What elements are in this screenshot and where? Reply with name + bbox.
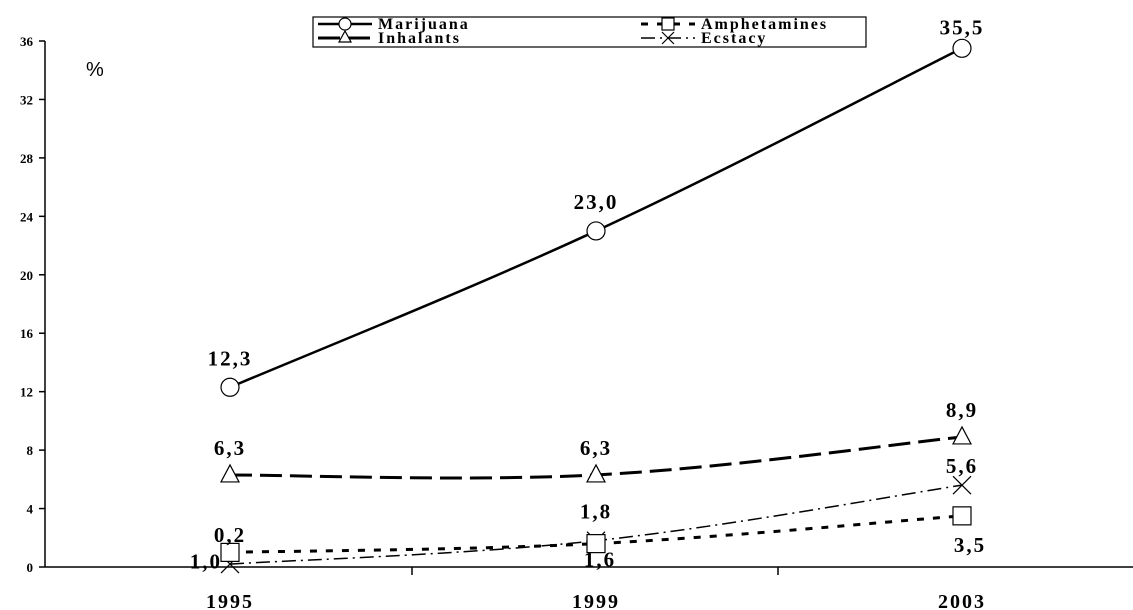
legend-label: Ecstacy bbox=[701, 30, 767, 47]
data-label: 23,0 bbox=[574, 190, 619, 214]
y-tick-label: 36 bbox=[20, 34, 34, 49]
data-labels: 12,3 23,0 35,5 1,0 1,6 3,5 6,3 6,3 8,9 0,2 1,8 5,6 bbox=[190, 15, 986, 573]
marker-square bbox=[586, 534, 606, 554]
y-axis-label: % bbox=[86, 59, 104, 81]
data-label: 1,0 bbox=[190, 549, 222, 573]
data-label: 6,3 bbox=[580, 436, 612, 460]
data-label: 5,6 bbox=[946, 454, 978, 478]
legend-label: Amphetamines bbox=[701, 16, 828, 33]
series-marijuana bbox=[220, 38, 972, 397]
marker-triangle bbox=[337, 29, 353, 43]
series-line bbox=[229, 514, 963, 554]
legend: Marijuana Amphetamines Inhalants Ecstacy bbox=[312, 16, 867, 48]
legend-item-marijuana: Marijuana bbox=[318, 16, 470, 33]
data-label: 3,5 bbox=[954, 533, 986, 557]
y-tick-label: 20 bbox=[20, 268, 33, 283]
y-tick-label: 16 bbox=[20, 326, 34, 341]
marker-circle bbox=[586, 221, 606, 241]
marker-triangle bbox=[220, 463, 240, 483]
data-label: 1,6 bbox=[584, 548, 616, 572]
x-tick-label: 1999 bbox=[572, 591, 620, 610]
legend-item-amphetamines: Amphetamines bbox=[641, 16, 828, 33]
data-label: 1,8 bbox=[580, 500, 612, 524]
y-tick-label: 24 bbox=[20, 209, 34, 224]
y-tick-label: 28 bbox=[20, 151, 34, 166]
y-tick-label: 8 bbox=[27, 443, 34, 458]
marker-triangle bbox=[952, 425, 972, 445]
data-label: 0,2 bbox=[214, 523, 246, 547]
marker-square bbox=[220, 542, 240, 562]
series-layer bbox=[220, 38, 972, 574]
series-line bbox=[229, 47, 963, 389]
data-label: 35,5 bbox=[940, 15, 985, 39]
y-tick-label: 32 bbox=[20, 92, 33, 107]
marker-square bbox=[952, 506, 972, 526]
marker-circle bbox=[338, 17, 352, 31]
marker-x bbox=[661, 31, 675, 45]
legend-item-ecstacy: Ecstacy bbox=[641, 30, 767, 47]
legend-label: Marijuana bbox=[378, 16, 470, 33]
marker-triangle bbox=[586, 463, 606, 483]
marker-circle bbox=[220, 377, 240, 397]
data-label: 8,9 bbox=[946, 398, 978, 422]
y-tick-label: 4 bbox=[27, 502, 34, 517]
legend-item-inhalants: Inhalants bbox=[318, 29, 461, 47]
marker-x bbox=[952, 475, 972, 495]
x-tick-label: 2003 bbox=[938, 591, 986, 610]
y-tick-label: 12 bbox=[20, 385, 33, 400]
data-label: 6,3 bbox=[214, 436, 246, 460]
data-label: 12,3 bbox=[208, 346, 253, 370]
legend-box bbox=[312, 16, 867, 48]
series-inhalants bbox=[220, 425, 972, 483]
series-amphetamines bbox=[220, 506, 972, 562]
marker-square bbox=[661, 17, 675, 31]
legend-label: Inhalants bbox=[378, 30, 461, 47]
y-tick-label: 0 bbox=[27, 560, 34, 575]
x-tick-label: 1995 bbox=[206, 591, 254, 610]
marker-circle bbox=[952, 38, 972, 58]
